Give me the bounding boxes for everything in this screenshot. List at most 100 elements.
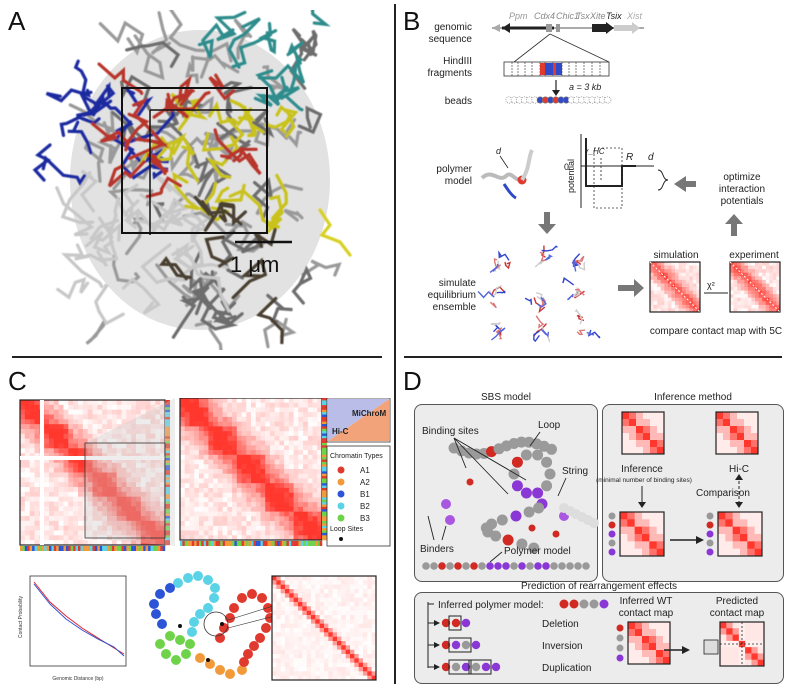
- heatmap-cell: [140, 409, 146, 415]
- heatmap-cell: [747, 265, 752, 270]
- heatmap-cell: [664, 276, 669, 281]
- heatmap-cell: [354, 589, 359, 594]
- heatmap-cell: [324, 632, 329, 637]
- heatmap-cell: [265, 426, 271, 432]
- heatmap-cell: [194, 450, 200, 456]
- heatmap-cell: [285, 615, 290, 620]
- heatmap-cell: [160, 477, 166, 483]
- type-stripe: [232, 541, 235, 546]
- type-stripe: [87, 546, 91, 551]
- heatmap-cell: [73, 540, 79, 546]
- type-stripe: [92, 546, 96, 551]
- heatmap-cell: [180, 502, 186, 508]
- heatmap-cell: [203, 502, 209, 508]
- heatmap-cell: [289, 606, 294, 611]
- heatmap-cell: [150, 496, 156, 502]
- heatmap-cell: [627, 512, 635, 520]
- legend-dot: [337, 514, 345, 522]
- chromatin-strand: [231, 257, 268, 300]
- type-stripe: [165, 513, 170, 517]
- heatmap-cell: [213, 516, 219, 522]
- heatmap-cell: [208, 407, 214, 413]
- heatmap-cell: [49, 491, 55, 497]
- predicted-map: [616, 621, 765, 667]
- chain-bead: [237, 665, 247, 675]
- chromatin-strand: [301, 259, 342, 277]
- heatmap-cell: [276, 628, 281, 633]
- heatmap-cell: [769, 283, 774, 288]
- heatmap-cell: [280, 615, 286, 620]
- heatmap-cell: [145, 516, 151, 522]
- heatmap-cell: [274, 398, 280, 404]
- heatmap-cell: [184, 497, 190, 503]
- heatmap-cell: [272, 597, 277, 603]
- heatmap-cell: [107, 462, 113, 468]
- heatmap-cell: [131, 453, 137, 459]
- heatmap-cell: [160, 433, 166, 439]
- heatmap-cell: [745, 628, 752, 635]
- type-stripe: [191, 541, 195, 546]
- heatmap-cell: [293, 632, 299, 637]
- heatmap-cell: [29, 419, 35, 425]
- heatmap-cell: [315, 593, 320, 598]
- heatmap-cell: [656, 519, 665, 527]
- heatmap-cell: [689, 297, 694, 302]
- heatmap-cell: [236, 521, 242, 527]
- heatmap-cell: [111, 443, 117, 449]
- heatmap-cell: [312, 521, 318, 527]
- heatmap-cell: [634, 519, 643, 527]
- heatmap-cell: [285, 597, 290, 603]
- heatmap-cell: [246, 435, 252, 441]
- heatmap-cell: [311, 654, 316, 659]
- heatmap-cell: [689, 262, 694, 266]
- heatmap-cell: [276, 597, 281, 603]
- heatmap-cell: [260, 431, 266, 437]
- heatmap-cell: [236, 483, 242, 489]
- heatmap-cell: [671, 308, 676, 313]
- heatmap-cell: [49, 429, 55, 435]
- heatmap-cell: [317, 469, 323, 475]
- chromatin-strand: [45, 88, 91, 103]
- heatmap-cell: [49, 472, 55, 478]
- heatmap-cell: [44, 404, 50, 410]
- heatmap-cell: [288, 445, 294, 451]
- type-stripe: [305, 541, 309, 546]
- heatmap-cell: [150, 482, 156, 488]
- heatmap-cell: [744, 301, 749, 306]
- heatmap-cell: [155, 448, 161, 454]
- heatmap-cell: [53, 520, 59, 526]
- chromatin-strand: [297, 105, 323, 135]
- heatmap-cell: [194, 516, 200, 522]
- heatmap-cell: [716, 433, 724, 441]
- type-stripe: [111, 546, 115, 551]
- heatmap-cell: [145, 448, 151, 454]
- heatmap-cell: [180, 445, 186, 451]
- heatmap-cell: [332, 597, 338, 603]
- heatmap-cell: [755, 279, 759, 284]
- heatmap-cell: [312, 492, 318, 498]
- heatmap-cell: [747, 269, 752, 274]
- heatmap-cell: [246, 530, 252, 536]
- heatmap-cell: [279, 416, 285, 422]
- heatmap-cell: [107, 472, 113, 478]
- heatmap-cell: [34, 404, 40, 410]
- heatmap-cell: [754, 512, 763, 520]
- heatmap-cell: [682, 290, 687, 295]
- heatmap-cell: [332, 645, 338, 650]
- heatmap-cell: [772, 297, 777, 302]
- predicted-label: Predicted contact map: [710, 596, 765, 619]
- heatmap-cell: [107, 453, 113, 459]
- heatmap-cell: [765, 290, 770, 295]
- heatmap-cell: [315, 584, 320, 590]
- heatmap-cell: [208, 535, 214, 541]
- heatmap-cell: [354, 610, 359, 616]
- heatmap-cell: [726, 653, 733, 661]
- heatmap-cell: [726, 647, 733, 654]
- type-stripe: [160, 546, 163, 551]
- heatmap-cell: [285, 654, 290, 659]
- heatmap-cell: [303, 450, 309, 456]
- heatmap-cell: [765, 283, 770, 288]
- heatmap-cell: [692, 279, 697, 284]
- heatmap-cell: [332, 576, 338, 581]
- vertical-divider: [394, 4, 396, 684]
